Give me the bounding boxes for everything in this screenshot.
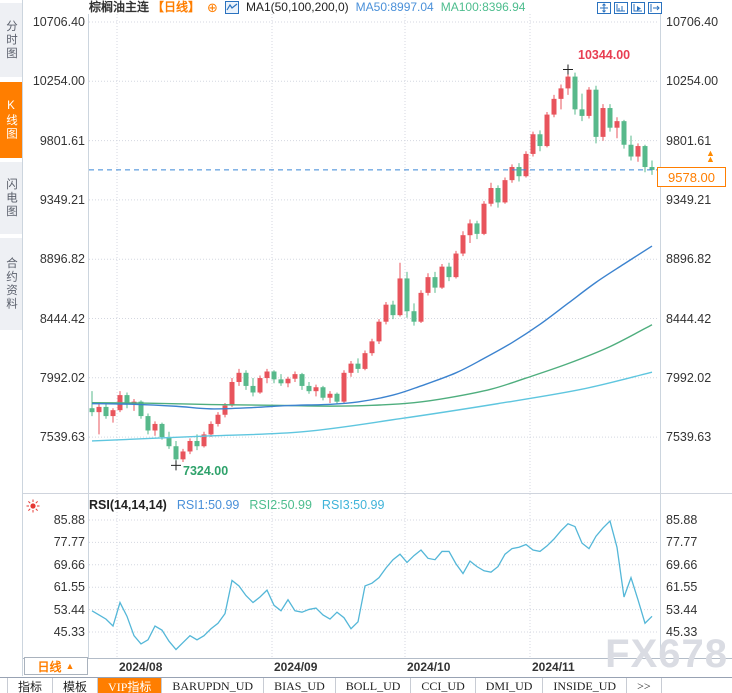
- zoom-axis-icon[interactable]: [614, 2, 628, 14]
- toolbar-item-模板[interactable]: 模板: [53, 678, 99, 693]
- indicator-toolbar: 指标 模板 VIP指标 BARUPDN_UD BIAS_UD BOLL_UD CCI_UD D…: [0, 677, 732, 693]
- toolbar-item-DMI_UD[interactable]: DMI_UD: [476, 678, 544, 693]
- month-tick-label: 2024/10: [407, 660, 451, 674]
- price-tick-label-right: 9801.61: [666, 133, 712, 148]
- plot-right-border: [660, 14, 661, 658]
- high-price-annotation: 10344.00: [578, 48, 631, 62]
- rsi-tick-label-right: 69.66: [666, 557, 698, 572]
- rsi-tick-label-left: 85.88: [53, 513, 85, 527]
- price-tick-label-left: 9349.21: [39, 192, 85, 207]
- toolbar-item-BARUPDN_UD[interactable]: BARUPDN_UD: [162, 678, 265, 693]
- rsi-tick-label-left: 61.55: [53, 580, 85, 595]
- panel-separator: [23, 493, 732, 494]
- last-price-badge: 9578.00: [657, 167, 726, 187]
- rsi-tick-label-left: 77.77: [53, 535, 85, 550]
- rsi1-value-label: RSI1:50.99: [176, 498, 240, 512]
- sidebar-item-2[interactable]: K线图: [0, 82, 22, 158]
- low-price-annotation: 7324.00: [183, 464, 229, 478]
- price-tick-label-right: 10254.00: [666, 74, 719, 89]
- price-tick-label-left: 10706.40: [32, 15, 85, 29]
- price-tick-label-left: 8444.42: [39, 311, 85, 326]
- price-tick-label-left: 8896.82: [39, 252, 85, 267]
- month-tick-label: 2024/09: [274, 660, 318, 674]
- price-tick-label-right: 7992.02: [666, 370, 712, 385]
- sidebar: 分时图 K线图闪电图合约资料: [0, 0, 22, 676]
- toolbar-item-指标[interactable]: 指标: [7, 678, 54, 693]
- price-tick-label-left: 9801.61: [39, 133, 85, 148]
- rsi-tick-label-right: 45.33: [666, 625, 698, 639]
- sidebar-item-4[interactable]: 合约资料: [0, 238, 22, 330]
- price-tick-label-right: 8444.42: [666, 311, 712, 326]
- ma50-value-label: MA50:8997.04: [355, 0, 434, 14]
- expand-icon[interactable]: ⊕: [207, 0, 218, 15]
- rsi-tick-label-right: 53.44: [666, 602, 698, 617]
- rsi-header: RSI(14,14,14) RSI1:50.99 RSI2:50.99 RSI3…: [89, 498, 384, 512]
- rsi-tick-label-right: 61.55: [666, 580, 698, 595]
- rsi3-value-label: RSI3:50.99: [321, 498, 385, 512]
- ma100-value-label: MA100:8396.94: [440, 0, 526, 14]
- axis-row-border: [23, 658, 732, 659]
- price-tick-label-left: 7539.63: [39, 430, 85, 445]
- sidebar-item-3[interactable]: 闪电图: [0, 162, 22, 234]
- crosshair-icon[interactable]: [597, 2, 611, 14]
- month-tick-label: 2024/11: [532, 660, 575, 674]
- price-tick-label-right: 8896.82: [666, 252, 712, 267]
- period-tag: 【日线】: [152, 0, 201, 14]
- period-selector-label: 日线: [37, 659, 62, 674]
- pan-right-icon[interactable]: [648, 2, 662, 14]
- toolbar-item->>[interactable]: >>: [627, 678, 662, 693]
- period-selector[interactable]: 日线 ▲: [24, 657, 88, 675]
- chart-tool-icons: [597, 2, 662, 14]
- rsi2-value-label: RSI2:50.99: [249, 498, 312, 512]
- toolbar-item-CCI_UD[interactable]: CCI_UD: [411, 678, 476, 693]
- zoom-range-icon[interactable]: [631, 2, 645, 14]
- toolbar-item-INSIDE_UD[interactable]: INSIDE_UD: [543, 678, 628, 693]
- indicator-settings-icon[interactable]: [26, 499, 40, 518]
- rsi-tick-label-left: 53.44: [53, 602, 85, 617]
- price-tick-label-right: 7539.63: [666, 430, 712, 445]
- month-tick-label: 2024/08: [119, 660, 163, 674]
- rsi-param-label: RSI(14,14,14): [89, 498, 167, 512]
- price-tick-label-right: 10706.40: [666, 15, 719, 29]
- period-up-arrow-icon: ▲: [65, 661, 75, 671]
- rsi-tick-label-left: 45.33: [53, 625, 85, 639]
- price-tick-label-left: 7992.02: [39, 370, 85, 385]
- symbol-title: 棕榈油主连: [89, 0, 150, 14]
- rsi-tick-label-right: 85.88: [666, 513, 698, 527]
- price-tick-label-left: 10254.00: [32, 74, 85, 89]
- ma-param-label: MA1(50,100,200,0): [245, 0, 349, 14]
- toolbar-item-BOLL_UD[interactable]: BOLL_UD: [336, 678, 412, 693]
- price-tick-label-right: 9349.21: [666, 192, 712, 207]
- price-up-arrows-icon: ▲ ▲: [706, 148, 715, 164]
- sidebar-divider: [22, 0, 23, 676]
- chart-header: 棕榈油主连 【日线】 ⊕ MA1(50,100,200,0) MA50:8997.…: [89, 0, 525, 15]
- sidebar-item-1[interactable]: 分时图: [0, 3, 22, 77]
- rsi-tick-label-left: 69.66: [53, 557, 85, 572]
- toolbar-item-VIP指标[interactable]: VIP指标: [98, 678, 163, 693]
- toolbar-item-BIAS_UD[interactable]: BIAS_UD: [264, 678, 336, 693]
- rsi-tick-label-right: 77.77: [666, 535, 698, 550]
- indicator-chart-icon[interactable]: [224, 1, 239, 14]
- plot-left-border: [88, 14, 89, 658]
